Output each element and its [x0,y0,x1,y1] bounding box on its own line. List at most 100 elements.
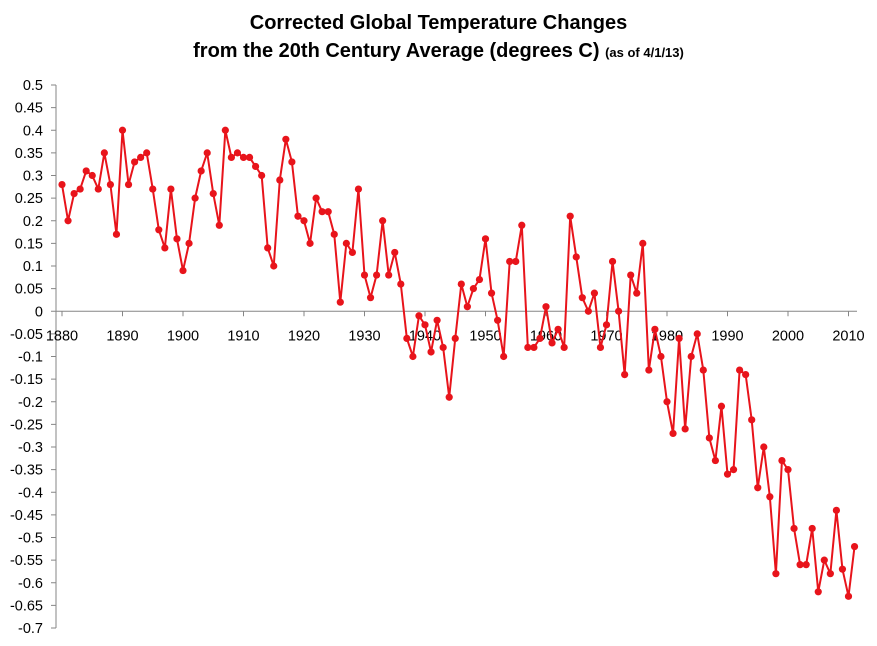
data-point [58,180,66,189]
data-point [100,149,108,157]
data-point [221,126,229,134]
y-tick-label: -0.6 [18,576,43,592]
chart-title-main: from the 20th Century Average (degrees C… [193,40,600,62]
data-point [312,194,320,202]
data-point [566,212,574,220]
data-point [578,294,586,302]
data-point [748,416,756,424]
data-point [336,298,344,306]
y-tick-label: -0.1 [18,350,43,366]
series-line [61,129,856,598]
data-point [288,158,296,166]
data-point [723,470,732,478]
data-point [397,280,405,288]
y-tick-label: 0.15 [15,236,43,252]
data-point [112,230,121,238]
data-point [131,158,139,166]
data-point [820,556,828,564]
data-point [252,162,260,171]
data-point [754,484,762,492]
data-point [518,221,526,229]
data-point [548,339,556,347]
y-tick-label: -0.3 [18,440,43,456]
x-tick-label: 2010 [832,328,864,344]
data-point [487,289,496,297]
data-point [64,217,72,225]
data-point [403,334,411,342]
data-point [627,271,635,279]
data-point [409,352,417,361]
data-point [270,262,278,270]
y-tick-label: -0.25 [10,417,43,433]
data-point [693,330,701,338]
data-point [717,402,726,410]
chart-title-note: (as of 4/1/13) [605,45,684,60]
data-point [838,565,847,573]
data-point [615,307,623,315]
data-point [330,230,338,238]
x-tick-label: 1890 [106,328,138,344]
data-point [778,456,786,465]
data-point [524,343,532,352]
data-point [500,352,508,361]
data-point [300,217,308,225]
data-point [258,171,266,180]
data-point [790,524,798,533]
y-tick-label: 0 [35,304,43,320]
data-point [766,493,774,501]
data-point [94,185,102,193]
data-point [167,185,175,193]
data-point [633,289,641,297]
y-tick-label: 0.1 [23,259,43,275]
data-point [324,208,332,216]
data-point [348,248,356,257]
data-point [215,221,223,229]
data-point [88,171,96,180]
data-point [427,348,435,356]
y-tick-label: -0.35 [10,463,43,479]
data-point [494,316,502,324]
y-tick-label: -0.5 [18,531,43,547]
temperature-series [58,126,859,600]
x-tick-label: 1910 [227,328,259,344]
data-point [463,303,471,311]
data-point [596,343,605,352]
data-point [602,321,611,329]
data-point [590,289,599,297]
x-tick-label: 1970 [590,328,622,344]
data-point [742,371,750,379]
data-point [264,244,272,252]
data-point [645,366,653,374]
y-tick-label: -0.7 [18,621,43,637]
data-point [354,185,363,193]
data-point [149,185,157,193]
y-tick-label: 0.2 [23,214,43,230]
data-point [808,524,816,533]
data-point [366,294,375,302]
data-point [844,592,853,600]
data-point [850,542,859,551]
data-point [155,226,163,234]
data-point [179,266,187,275]
data-point [608,257,617,266]
y-tick-label: -0.15 [10,372,43,388]
data-point [457,280,465,288]
data-point [391,248,399,257]
data-point [554,325,562,333]
data-point [621,371,629,379]
data-point [209,190,217,198]
data-point [736,366,744,374]
data-point [173,235,181,243]
y-tick-label: -0.2 [18,395,43,411]
y-tick-label: 0.4 [23,123,43,139]
data-point [814,588,822,596]
data-point [584,307,592,315]
y-tick-label: -0.55 [10,553,43,569]
data-point [542,303,550,311]
data-point [687,352,695,361]
data-point [445,393,453,401]
x-tick-label: 1990 [711,328,743,344]
data-point [669,429,677,438]
data-point [318,208,326,216]
